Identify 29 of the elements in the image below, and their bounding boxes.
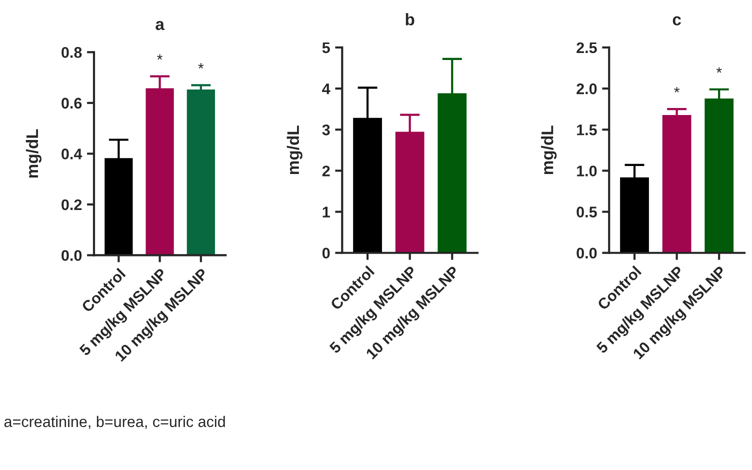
y-tick-label: 2.5 <box>576 42 597 54</box>
text: a=creatinine, b=urea, c=uric acid <box>4 416 225 429</box>
y-tick-label: 0.0 <box>576 248 597 259</box>
annotation: * <box>716 67 722 73</box>
y-tick-label: 2 <box>322 166 330 176</box>
y-tick-label: 0.5 <box>576 206 597 218</box>
y-tick-label: 1.0 <box>577 166 597 176</box>
annotation: * <box>674 87 680 92</box>
y-tick-label: 4 <box>322 84 330 94</box>
y-tick-label: 0.0 <box>62 250 82 261</box>
bar <box>186 90 215 256</box>
chart-title: a <box>156 20 165 30</box>
y-tick-label: 1.5 <box>577 124 597 136</box>
y-tick-label: 2.0 <box>576 83 597 94</box>
annotation: * <box>157 54 163 60</box>
y-tick-label: 0 <box>322 248 330 259</box>
y-tick-label: 5 <box>322 42 330 54</box>
annotation: * <box>198 63 204 69</box>
chart-title: b <box>406 13 414 26</box>
y-axis-title: mg/dL <box>286 126 302 174</box>
y-tick-label: 0.4 <box>62 148 82 160</box>
chart-title: c <box>672 16 681 26</box>
y-tick-label: 1 <box>322 206 330 218</box>
y-axis-title: mg/dL <box>541 126 557 174</box>
y-tick-label: 0.6 <box>62 98 82 109</box>
y-tick-label: 0.2 <box>62 199 82 210</box>
y-tick-label: 3 <box>322 124 330 136</box>
y-axis-title: mg/dL <box>26 129 42 178</box>
y-tick-label: 0.8 <box>62 47 82 58</box>
